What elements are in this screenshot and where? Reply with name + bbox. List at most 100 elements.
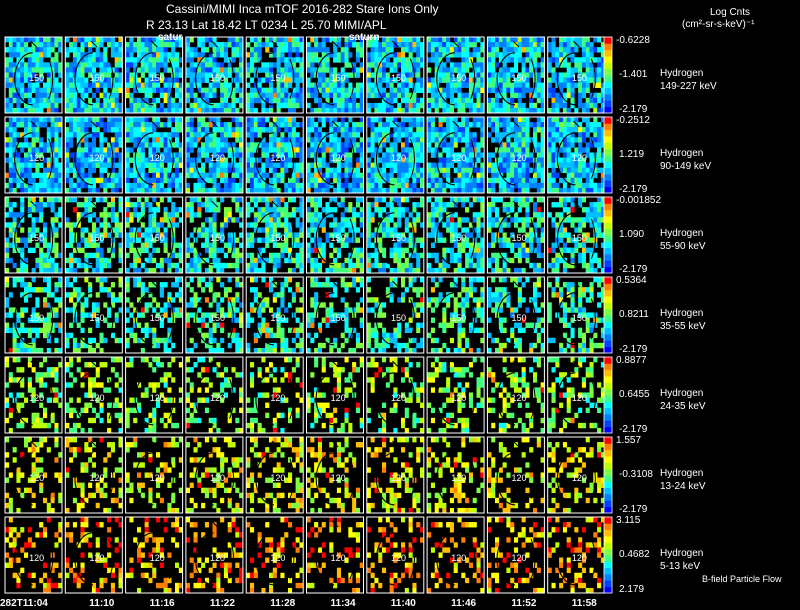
heatmap-pixel: [261, 262, 266, 269]
heatmap-pixel: [140, 132, 145, 138]
heatmap-pixel: [261, 162, 266, 168]
heatmap-pixel: [185, 72, 190, 78]
heatmap-pixel: [231, 57, 236, 63]
heatmap-pixel: [35, 47, 40, 53]
heatmap-pixel: [442, 117, 447, 123]
heatmap-pixel: [397, 87, 402, 94]
heatmap-pixel: [359, 117, 364, 123]
heatmap-pixel: [562, 52, 567, 58]
heatmap-pixel: [578, 62, 583, 68]
heatmap-pixel: [58, 147, 63, 153]
heatmap-pixel: [559, 42, 564, 48]
heatmap-pixel: [118, 47, 123, 53]
heatmap-pixel: [110, 182, 115, 189]
heatmap-pixel: [269, 207, 274, 213]
panel-frame: [4, 36, 63, 114]
heatmap-pixel: [498, 117, 503, 123]
heatmap-pixel: [325, 102, 330, 109]
heatmap-pixel: [20, 182, 25, 189]
heatmap-pixel: [480, 187, 485, 194]
heatmap-pixel: [223, 57, 228, 63]
heatmap-pixel: [408, 267, 413, 274]
heatmap-pixel: [91, 252, 96, 259]
heatmap-pixel: [265, 97, 270, 104]
heatmap-pixel: [235, 197, 240, 203]
heatmap-pixel: [91, 107, 96, 114]
heatmap-pixel: [555, 97, 560, 104]
heatmap-pixel: [453, 127, 458, 133]
heatmap-pixel: [27, 247, 32, 254]
heatmap-pixel: [491, 182, 496, 189]
heatmap-pixel: [159, 77, 164, 83]
heatmap-pixel: [412, 182, 417, 189]
heatmap-pixel: [348, 152, 353, 158]
heatmap-pixel: [280, 67, 285, 73]
heatmap-pixel: [420, 142, 425, 148]
heatmap-pixel: [593, 167, 598, 174]
heatmap-pixel: [137, 227, 142, 233]
heatmap-pixel: [69, 257, 74, 264]
heatmap-pixel: [540, 37, 545, 43]
heatmap-pixel: [235, 147, 240, 153]
heatmap-pixel: [517, 122, 522, 128]
heatmap-pixel: [125, 132, 130, 138]
heatmap-pixel: [39, 262, 44, 269]
heatmap-pixel: [348, 92, 353, 99]
heatmap-pixel: [54, 117, 59, 123]
heatmap-pixel: [491, 167, 496, 174]
heatmap-pixel: [223, 127, 228, 133]
heatmap-pixel: [58, 162, 63, 168]
heatmap-pixel: [401, 197, 406, 203]
heatmap-pixel: [404, 147, 409, 153]
heatmap-pixel: [449, 107, 454, 114]
heatmap-pixel: [593, 137, 598, 143]
heatmap-pixel: [465, 77, 470, 83]
heatmap-pixel: [197, 52, 202, 58]
heatmap-pixel: [216, 262, 221, 269]
heatmap-pixel: [306, 92, 311, 99]
heatmap-pixel: [152, 222, 157, 228]
heatmap-pixel: [288, 132, 293, 138]
heatmap-pixel: [103, 147, 108, 153]
heatmap-pixel: [430, 42, 435, 48]
heatmap-pixel: [8, 87, 13, 94]
heatmap-pixel: [91, 267, 96, 274]
heatmap-pixel: [562, 157, 567, 163]
heatmap-pixel: [514, 162, 519, 168]
heatmap-pixel: [321, 57, 326, 63]
heatmap-pixel: [257, 247, 262, 254]
heatmap-pixel: [593, 102, 598, 109]
heatmap-pixel: [12, 52, 17, 58]
heatmap-pixel: [239, 197, 244, 203]
heatmap-pixel: [65, 177, 70, 184]
heatmap-pixel: [536, 47, 541, 53]
heatmap-pixel: [559, 122, 564, 128]
heatmap-pixel: [54, 162, 59, 168]
heatmap-pixel: [137, 152, 142, 158]
heatmap-pixel: [333, 52, 338, 58]
heatmap-pixel: [401, 67, 406, 73]
heatmap-pixel: [133, 137, 138, 143]
heatmap-pixel: [125, 232, 130, 238]
heatmap-pixel: [457, 47, 462, 53]
heatmap-pixel: [480, 67, 485, 73]
heatmap-pixel: [27, 172, 32, 179]
heatmap-pixel: [220, 122, 225, 128]
heatmap-pixel: [366, 167, 371, 174]
heatmap-pixel: [65, 87, 70, 94]
heatmap-pixel: [540, 82, 545, 88]
heatmap-pixel: [50, 92, 55, 99]
heatmap-pixel: [118, 117, 123, 123]
heatmap-pixel: [72, 197, 77, 203]
heatmap-pixel: [39, 197, 44, 203]
heatmap-pixel: [46, 97, 51, 104]
heatmap-pixel: [382, 132, 387, 138]
heatmap-pixel: [88, 212, 93, 218]
heatmap-pixel: [589, 122, 594, 128]
heatmap-pixel: [521, 187, 526, 194]
heatmap-pixel: [231, 52, 236, 58]
heatmap-pixel: [310, 87, 315, 94]
heatmap-pixel: [434, 62, 439, 68]
heatmap-pixel: [581, 132, 586, 138]
heatmap-pixel: [389, 182, 394, 189]
